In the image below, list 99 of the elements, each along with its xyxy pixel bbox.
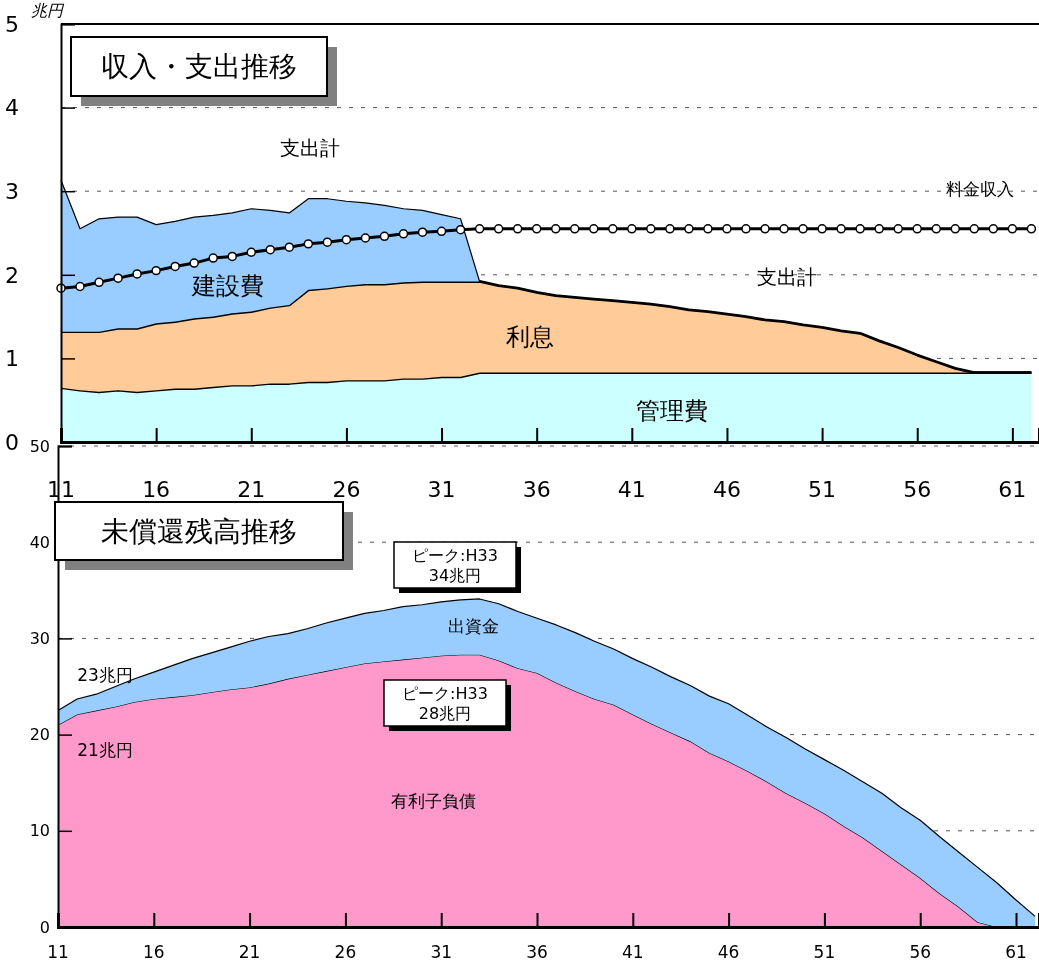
annotation: ピーク:H33 28兆円 [402, 683, 488, 723]
y-tick-label: 3 [5, 178, 19, 204]
point [969, 224, 980, 234]
annotation: 23兆円 [77, 665, 133, 686]
x-tick-label: 41 [617, 477, 646, 502]
y-tick-label: 10 [29, 821, 50, 841]
point [208, 253, 218, 263]
point [722, 224, 732, 234]
point [836, 224, 846, 234]
x-tick-label: 46 [717, 942, 740, 962]
annotation: 支出計 [280, 136, 340, 161]
point [931, 224, 941, 234]
point [570, 224, 580, 234]
series-label: 管理費 [636, 397, 708, 425]
point [75, 281, 85, 292]
y-tick-label: 0 [5, 429, 19, 455]
point [1026, 224, 1037, 234]
point [684, 224, 694, 234]
x-tick-label: 36 [522, 477, 551, 502]
point [817, 224, 827, 234]
point [627, 224, 637, 234]
text: 収入・支出推移 [101, 50, 297, 83]
x-tick-label: 51 [813, 942, 836, 962]
series-label: 出資金 [447, 616, 499, 636]
point [550, 224, 561, 234]
point [132, 269, 142, 279]
point [189, 258, 199, 268]
point [912, 224, 922, 234]
y-tick-label: 1 [5, 346, 19, 372]
y-axis-title: 兆円 [31, 1, 65, 20]
point [341, 234, 352, 245]
x-tick-label: 21 [238, 942, 261, 962]
annotation: 21兆円 [77, 740, 133, 761]
point [893, 224, 903, 234]
x-tick-label: 26 [332, 477, 361, 502]
x-tick-label: 26 [334, 942, 357, 962]
y-tick-label: 0 [39, 917, 50, 937]
point [741, 224, 751, 234]
point [589, 224, 599, 234]
point [760, 224, 770, 234]
point [284, 242, 295, 252]
x-tick-label: 16 [142, 942, 165, 962]
point [265, 244, 276, 255]
point [474, 224, 485, 234]
text: 未償還残高推移 [101, 514, 297, 548]
y-tick-label: 40 [29, 532, 50, 552]
point [988, 224, 999, 234]
point [874, 224, 884, 234]
point [798, 224, 808, 234]
point [94, 277, 104, 288]
x-tick-label: 41 [621, 942, 644, 962]
point [170, 261, 180, 272]
point [855, 224, 865, 234]
point [512, 224, 523, 234]
annotation: 支出計 [757, 265, 817, 290]
point [151, 265, 161, 276]
x-tick-label: 31 [427, 477, 456, 502]
point [360, 233, 371, 243]
point [455, 224, 466, 235]
point [779, 224, 789, 234]
x-tick-label: 21 [237, 477, 266, 502]
series-label: 建設費 [191, 272, 264, 300]
y-tick-label: 2 [5, 262, 19, 288]
x-tick-label: 46 [712, 477, 741, 502]
point [493, 224, 504, 234]
point [246, 247, 257, 257]
point [303, 239, 314, 249]
x-tick-label: 56 [909, 942, 932, 962]
point [379, 231, 390, 242]
point [665, 224, 675, 234]
x-tick-label: 61 [1005, 942, 1027, 962]
point [113, 273, 123, 283]
x-tick-label: 31 [430, 942, 453, 962]
x-tick-label: 16 [142, 477, 171, 502]
x-tick-label: 61 [998, 477, 1027, 502]
point [436, 226, 447, 237]
series-label: 利息 [506, 323, 554, 351]
point [1007, 224, 1018, 234]
point [227, 251, 237, 262]
point [608, 224, 618, 234]
y-tick-label: 20 [29, 725, 50, 745]
y-tick-label: 4 [5, 95, 19, 121]
point [322, 237, 333, 247]
x-tick-label: 36 [526, 942, 548, 962]
x-tick-label: 56 [903, 477, 932, 502]
point [646, 224, 656, 234]
y-tick-label: 30 [29, 629, 50, 648]
annotation: ピーク:H33 34兆円 [412, 545, 498, 585]
y-tick-label: 50 [29, 436, 50, 456]
point [417, 227, 428, 237]
point [703, 224, 713, 234]
series-label: 料金収入 [946, 179, 1014, 199]
x-tick-label: 11 [47, 942, 69, 962]
series-label: 有利子負債 [390, 791, 476, 811]
point [531, 224, 542, 234]
point [950, 224, 961, 234]
point [398, 229, 409, 239]
y-tick-label: 5 [5, 11, 19, 37]
x-tick-label: 51 [808, 477, 837, 502]
